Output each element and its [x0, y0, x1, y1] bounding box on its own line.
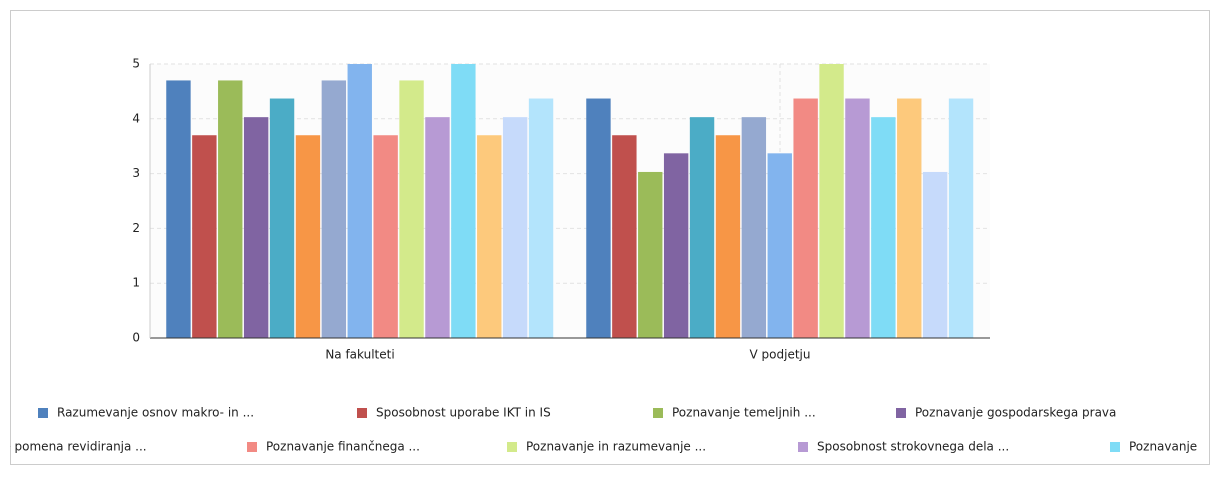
bar	[845, 98, 870, 338]
y-tick-label: 2	[132, 221, 140, 235]
bar	[948, 98, 974, 338]
legend-label: Razumevanje osnov makro- in ...	[57, 406, 254, 420]
legend-label: Poznavanje temeljnih ...	[672, 406, 816, 420]
bar	[425, 117, 450, 338]
bar	[638, 171, 663, 338]
bar	[741, 117, 767, 338]
legend-swatch	[357, 408, 367, 418]
legend-swatch	[38, 408, 48, 418]
bar	[295, 135, 321, 338]
bar	[166, 80, 191, 338]
legend-label: Poznavanje	[1129, 440, 1197, 454]
bar	[399, 80, 424, 338]
legend-label: je pomena revidiranja ...	[0, 440, 147, 454]
bar	[612, 135, 637, 338]
legend-swatch	[896, 408, 906, 418]
legend-label: Poznavanje in razumevanje ...	[526, 440, 706, 454]
bar	[451, 64, 476, 338]
bar	[715, 135, 741, 338]
legend-label: Poznavanje finančnega ...	[266, 440, 420, 454]
bar	[871, 117, 896, 338]
legend: Razumevanje osnov makro- in ... Sposobnos…	[0, 406, 1197, 454]
bar	[922, 171, 948, 338]
legend-label: Sposobnost strokovnega dela ...	[817, 440, 1009, 454]
y-tick-label: 0	[132, 331, 140, 345]
bar	[793, 98, 818, 338]
bar	[192, 135, 217, 338]
bar	[321, 80, 347, 338]
x-tick-label: Na fakulteti	[325, 348, 394, 362]
legend-swatch	[507, 442, 517, 452]
marks: 0 1 2 3 4 5 Na fakulteti V podjetju	[132, 57, 990, 362]
bar	[819, 64, 844, 338]
legend-label: Sposobnost uporabe IKT in IS	[376, 406, 551, 420]
bar	[373, 135, 398, 338]
bar	[767, 153, 792, 338]
y-tick-label: 3	[132, 166, 140, 180]
legend-label: Poznavanje gospodarskega prava	[915, 406, 1116, 420]
legend-swatch	[653, 408, 663, 418]
bar	[586, 98, 611, 338]
y-tick-label: 1	[132, 276, 140, 290]
legend-swatch	[1110, 442, 1120, 452]
legend-swatch	[247, 442, 257, 452]
bar	[347, 64, 372, 338]
x-tick-label: V podjetju	[750, 348, 811, 362]
bar	[243, 117, 269, 338]
bar	[502, 117, 528, 338]
y-tick-label: 4	[132, 111, 140, 125]
bar	[218, 80, 243, 338]
bar	[477, 135, 502, 338]
bar	[663, 153, 689, 338]
bar	[689, 117, 715, 338]
bar	[528, 98, 554, 338]
bar	[897, 98, 922, 338]
bar	[269, 98, 295, 338]
legend-swatch	[798, 442, 808, 452]
y-tick-label: 5	[132, 57, 140, 71]
